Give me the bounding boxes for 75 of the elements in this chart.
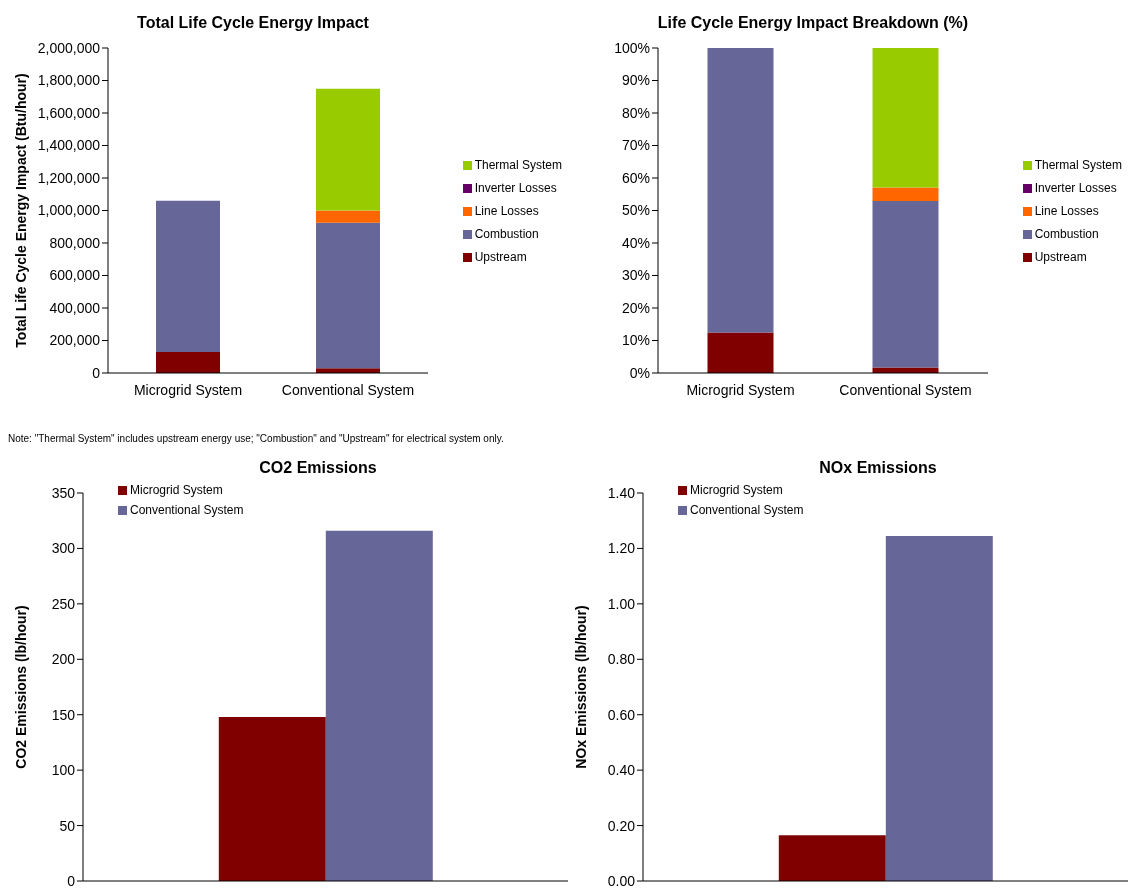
x-tick-label: Conventional System xyxy=(281,381,415,398)
bar xyxy=(156,351,220,373)
y-tick-label: 800,000 xyxy=(49,234,101,251)
legend-label: Thermal System xyxy=(1034,158,1122,172)
bar xyxy=(316,210,380,223)
bar xyxy=(872,187,939,202)
chart-title: Total Life Cycle Energy Impact xyxy=(136,14,370,32)
chart-title: Life Cycle Energy Impact Breakdown (%) xyxy=(656,14,970,32)
bar xyxy=(316,88,380,211)
legend-label: Microgrid System xyxy=(690,483,783,497)
y-tick-label: 1,400,000 xyxy=(37,137,101,154)
chart-title: NOx Emissions xyxy=(818,459,938,477)
y-tick-label: 50 xyxy=(59,817,76,834)
y-tick-label: 100 xyxy=(51,762,76,779)
y-tick-label: 2,000,000 xyxy=(37,39,101,56)
y-tick-label: 0.00 xyxy=(607,872,636,889)
legend-label: Microgrid System xyxy=(130,483,223,497)
y-tick-label: 90% xyxy=(621,72,650,89)
legend-label: Line Losses xyxy=(1034,204,1099,218)
y-tick-label: 1.40 xyxy=(607,484,636,501)
legend-label: Inverter Losses xyxy=(474,181,557,195)
y-tick-label: 400,000 xyxy=(49,299,101,316)
y-tick-label: 0 xyxy=(92,364,101,381)
legend-label: Conventional System xyxy=(130,503,244,517)
y-tick-label: 200,000 xyxy=(49,332,101,349)
x-tick-label: Conventional System xyxy=(839,381,972,398)
y-tick-label: 60% xyxy=(621,169,650,186)
legend-label: Inverter Losses xyxy=(1034,181,1117,195)
chart-title: CO2 Emissions xyxy=(258,459,378,477)
y-tick-label: 350 xyxy=(51,484,76,501)
y-tick-label: 1.00 xyxy=(607,595,636,612)
y-tick-label: 150 xyxy=(51,706,76,723)
y-tick-label: 0.80 xyxy=(607,651,636,668)
y-tick-label: 10% xyxy=(621,332,650,349)
legend-label: Upstream xyxy=(1034,250,1087,264)
y-tick-label: 40% xyxy=(621,234,650,251)
y-tick-label: 200 xyxy=(51,651,76,668)
bar xyxy=(872,367,939,373)
y-tick-label: 0% xyxy=(629,364,650,381)
legend-label: Conventional System xyxy=(690,503,804,517)
bar xyxy=(316,222,380,369)
y-tick-label: 0.40 xyxy=(607,762,636,779)
legend-label: Upstream xyxy=(474,250,527,264)
x-tick-label: Microgrid System xyxy=(133,381,243,398)
bar xyxy=(707,332,774,373)
y-axis-title: CO2 Emissions (lb/hour) xyxy=(12,605,29,769)
y-tick-label: 0 xyxy=(67,872,76,889)
y-tick-label: 30% xyxy=(621,267,650,284)
y-tick-label: 250 xyxy=(51,595,76,612)
y-tick-label: 80% xyxy=(621,104,650,121)
text: Note: "Thermal System" includes upstream energy use; "Combustion" and "Upstream" for electrical system only. xyxy=(8,433,504,444)
bar xyxy=(872,201,939,368)
legend-label: Line Losses xyxy=(474,204,539,218)
y-tick-label: 20% xyxy=(621,299,650,316)
y-tick-label: 600,000 xyxy=(49,267,101,284)
bar xyxy=(707,48,774,333)
y-tick-label: 50% xyxy=(621,202,650,219)
y-axis-title: NOx Emissions (lb/hour) xyxy=(572,605,589,769)
bar xyxy=(156,200,220,352)
y-tick-label: 0.20 xyxy=(607,817,636,834)
y-tick-label: 1,000,000 xyxy=(37,202,101,219)
y-tick-label: 300 xyxy=(51,540,76,557)
y-tick-label: 1.20 xyxy=(607,540,636,557)
y-tick-label: 1,200,000 xyxy=(37,169,101,186)
y-tick-label: 100% xyxy=(614,39,650,56)
y-tick-label: 0.60 xyxy=(607,706,636,723)
y-tick-label: 1,800,000 xyxy=(37,72,101,89)
legend-label: Combustion xyxy=(474,227,539,241)
y-tick-label: 1,600,000 xyxy=(37,104,101,121)
legend-label: Combustion xyxy=(1034,227,1099,241)
y-tick-label: 70% xyxy=(621,137,650,154)
bar xyxy=(872,48,939,188)
x-tick-label: Microgrid System xyxy=(686,381,795,398)
legend-label: Thermal System xyxy=(474,158,562,172)
y-axis-title: Total Life Cycle Energy Impact (Btu/hour) xyxy=(12,73,29,348)
